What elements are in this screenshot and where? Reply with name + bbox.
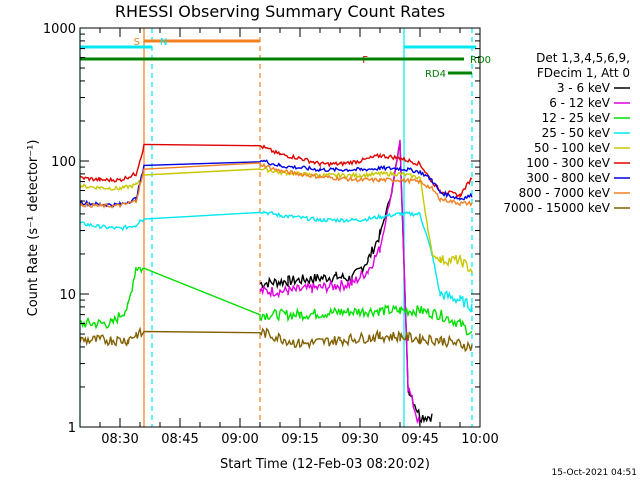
legend-header-1: Det 1,3,4,5,6,9, bbox=[536, 51, 630, 65]
series-line-3 bbox=[79, 210, 473, 314]
flag-label-4: RD0 bbox=[470, 55, 491, 66]
legend-label-7: 800 - 7000 keV bbox=[519, 186, 611, 200]
flag-label-0: S bbox=[134, 37, 140, 48]
legend-label-4: 50 - 100 keV bbox=[534, 141, 611, 155]
x-tick-label-3: 09:15 bbox=[281, 432, 318, 447]
x-tick-label-5: 09:45 bbox=[401, 432, 438, 447]
series-line-7 bbox=[79, 162, 473, 209]
series-line-0 bbox=[259, 142, 433, 424]
legend-header-2: FDecim 1, Att 0 bbox=[537, 66, 630, 80]
x-axis-label: Start Time (12-Feb-03 08:20:02) bbox=[220, 457, 430, 472]
legend-label-5: 100 - 300 keV bbox=[526, 156, 610, 170]
x-tick-label-1: 08:45 bbox=[161, 432, 198, 447]
x-tick-label-4: 09:30 bbox=[341, 432, 378, 447]
series-line-1 bbox=[259, 139, 421, 426]
series-line-2 bbox=[79, 266, 473, 336]
series-line-5 bbox=[79, 143, 473, 199]
legend-label-8: 7000 - 15000 keV bbox=[503, 201, 610, 215]
y-tick-label-3: 1000 bbox=[43, 22, 76, 37]
legend-label-0: 3 - 6 keV bbox=[557, 81, 611, 95]
legend-label-1: 6 - 12 keV bbox=[549, 96, 611, 110]
y-tick-label-1: 10 bbox=[59, 288, 76, 303]
timestamp: 15-Oct-2021 04:51 bbox=[552, 468, 637, 478]
x-tick-label-6: 10:00 bbox=[461, 432, 498, 447]
chart-title: RHESSI Observing Summary Count Rates bbox=[115, 2, 445, 21]
series-line-4 bbox=[79, 167, 473, 274]
legend-label-3: 25 - 50 keV bbox=[542, 126, 611, 140]
legend-label-2: 12 - 25 keV bbox=[542, 111, 611, 125]
legend-label-6: 300 - 800 keV bbox=[526, 171, 610, 185]
plot-frame bbox=[79, 27, 481, 428]
flag-label-1: N bbox=[160, 37, 167, 48]
x-tick-label-0: 08:30 bbox=[101, 432, 138, 447]
flag-label-5: RD4 bbox=[425, 69, 446, 80]
y-tick-label-0: 1 bbox=[68, 421, 76, 436]
series-line-8 bbox=[79, 326, 473, 353]
y-tick-label-2: 100 bbox=[51, 155, 76, 170]
x-tick-label-2: 09:00 bbox=[221, 432, 258, 447]
y-axis-label: Count Rate (s⁻¹ detector⁻¹) bbox=[26, 140, 41, 317]
